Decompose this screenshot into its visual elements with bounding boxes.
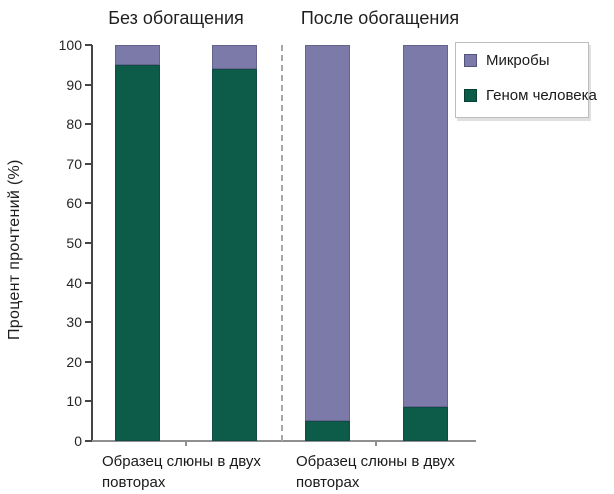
bar-segment-human-genome	[212, 68, 257, 441]
y-tick-mark	[85, 400, 92, 403]
y-tick-label: 80	[66, 116, 82, 133]
y-tick-mark	[85, 281, 92, 284]
human-genome-swatch-icon	[464, 89, 477, 102]
group-title-after-enrichment: После обогащения	[300, 8, 460, 28]
x-label-line2: повторах	[102, 474, 166, 491]
y-tick-mark	[85, 440, 92, 442]
y-tick-label: 0	[74, 433, 82, 449]
bar-segment-microbes	[212, 45, 257, 69]
y-tick-label: 10	[66, 393, 82, 410]
x-category-label-right: Образец слюны в двух повторах	[296, 451, 455, 493]
x-axis-line	[91, 440, 476, 442]
y-tick-mark	[85, 44, 92, 46]
legend-label-human-genome: Геном человека	[486, 87, 597, 104]
y-axis-line	[91, 45, 93, 442]
y-tick-label: 100	[58, 37, 82, 53]
legend-label-microbes: Микробы	[486, 52, 550, 69]
bar-segment-human-genome	[115, 64, 160, 441]
y-tick-mark	[85, 162, 92, 165]
y-tick-mark	[85, 360, 92, 363]
legend-item-human-genome: Геном человека	[464, 87, 597, 104]
bar-segment-microbes	[403, 45, 448, 408]
x-tick-group1	[185, 441, 187, 446]
legend-item-microbes: Микробы	[464, 52, 550, 69]
y-tick-mark	[85, 83, 92, 86]
bar-segment-microbes	[115, 45, 160, 65]
microbes-swatch-icon	[464, 54, 477, 67]
y-tick-label: 70	[66, 155, 82, 172]
x-category-label-left: Образец слюны в двух повторах	[102, 451, 261, 493]
y-tick-mark	[85, 202, 92, 205]
y-tick-mark	[85, 321, 92, 324]
x-label-line1: Образец слюны в двух	[102, 453, 261, 470]
x-label-line1: Образец слюны в двух	[296, 453, 455, 470]
bar-segment-human-genome	[403, 407, 448, 441]
x-label-line2: повторах	[296, 474, 360, 491]
group-title-without-enrichment: Без обогащения	[108, 8, 244, 28]
y-tick-label: 20	[66, 353, 82, 370]
bar-segment-human-genome	[305, 421, 350, 441]
y-tick-label: 40	[66, 274, 82, 291]
y-tick-mark	[85, 123, 92, 126]
y-tick-label: 60	[66, 195, 82, 212]
bar-segment-microbes	[305, 45, 350, 422]
y-tick-mark	[85, 242, 92, 244]
x-tick-group2	[375, 441, 377, 446]
y-tick-label: 50	[66, 235, 82, 251]
y-axis-title: Процент прочтений (%)	[6, 159, 23, 341]
y-tick-label: 30	[66, 314, 82, 331]
legend: Микробы Геном человека	[455, 42, 597, 118]
group-separator-dashed-line	[281, 45, 283, 441]
y-tick-label: 90	[66, 76, 82, 93]
